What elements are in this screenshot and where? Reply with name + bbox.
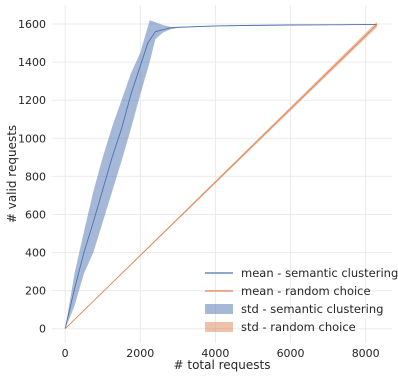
legend-entry: mean - semantic clustering: [241, 266, 398, 280]
legend-entry: std - semantic clustering: [241, 302, 383, 316]
y-tick-label: 1400: [18, 56, 46, 69]
y-tick-label: 1600: [18, 18, 46, 31]
y-axis-label: # valid requests: [5, 125, 19, 223]
legend-entry: mean - random choice: [241, 284, 371, 298]
y-tick-label: 200: [25, 285, 46, 298]
y-tick-label: 1000: [18, 132, 46, 145]
mean-lines: [64, 23, 378, 330]
y-tick-label: 0: [39, 323, 46, 336]
std-bands: [65, 20, 377, 329]
x-axis-ticks: 0 2000 4000 6000 8000: [62, 347, 380, 360]
x-tick-label: 8000: [352, 347, 380, 360]
x-tick-label: 4000: [201, 347, 229, 360]
x-axis-label: # total requests: [174, 358, 271, 372]
y-tick-label: 600: [25, 208, 46, 221]
x-tick-label: 2000: [126, 347, 154, 360]
y-tick-label: 800: [25, 170, 46, 183]
legend: mean - semantic clustering mean - random …: [205, 266, 398, 334]
legend-swatch-band: [205, 304, 233, 314]
y-tick-label: 1200: [18, 94, 46, 107]
y-axis-ticks: 0 200 400 600 800 1000 1200 1400 1600: [18, 18, 46, 336]
std-band-3: [65, 21, 377, 329]
y-tick-label: 400: [25, 247, 46, 260]
x-tick-label: 0: [62, 347, 69, 360]
legend-swatch-band: [205, 322, 233, 332]
mean-line-1: [64, 24, 378, 330]
mean-line-0: [64, 23, 377, 329]
x-tick-label: 6000: [277, 347, 305, 360]
legend-entry: std - random choice: [241, 320, 356, 334]
